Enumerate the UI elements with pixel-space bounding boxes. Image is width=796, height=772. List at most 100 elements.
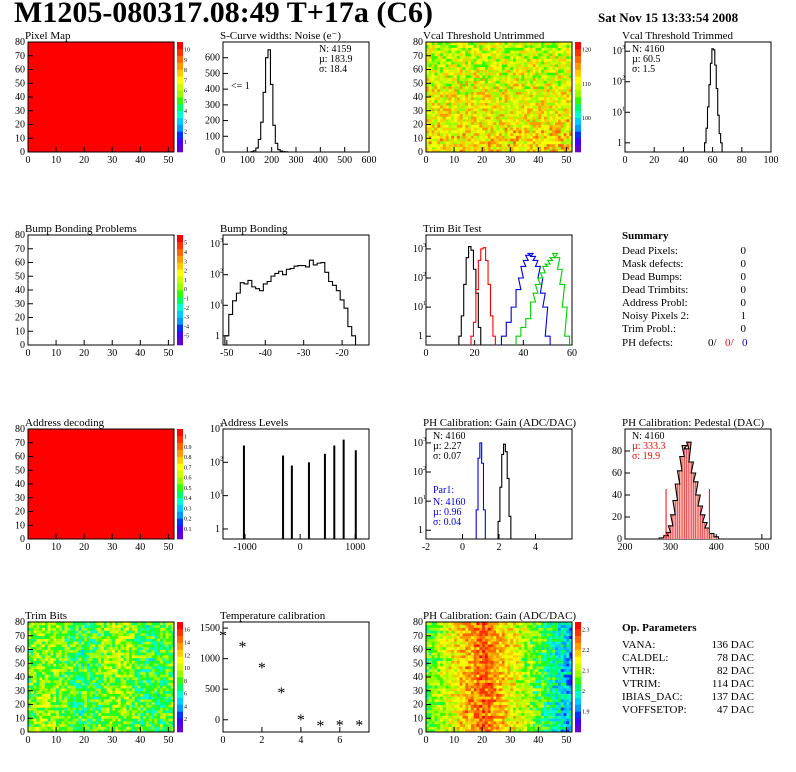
bump-problems-ztick: 2 <box>184 269 187 275</box>
vcal-untrimmed-cell <box>518 72 522 76</box>
trim-bits-cell <box>67 630 71 634</box>
vcal-untrimmed-cell <box>445 127 449 131</box>
vcal-untrimmed-cell <box>462 124 466 128</box>
vcal-untrimmed-cell <box>484 113 489 117</box>
bump-problems-xtick: 30 <box>107 348 117 359</box>
vcal-untrimmed-cell <box>496 83 500 87</box>
trim-bits-cell <box>165 633 169 637</box>
pixel-map-ztick: 1 <box>184 140 187 146</box>
trim-bits-cell <box>58 633 63 637</box>
vcal-untrimmed-cell <box>484 77 489 81</box>
vcal-untrimmed-cell <box>484 130 489 134</box>
trim-bits-cell <box>109 624 113 628</box>
vcal-untrimmed-cell <box>515 113 520 117</box>
trim-bits-cell <box>101 649 105 653</box>
vcal-untrimmed-cell <box>434 53 438 57</box>
vcal-untrimmed-cell <box>569 80 573 84</box>
vcal-untrimmed-cell <box>518 113 522 117</box>
vcal-untrimmed-xtick: 40 <box>533 155 543 166</box>
vcal-untrimmed-cell <box>428 42 433 46</box>
trim-bits-cell <box>143 641 147 645</box>
trim-bits-cell <box>145 660 150 664</box>
vcal-untrimmed-cell <box>456 119 461 123</box>
trim-bits-ztick: 12 <box>184 653 190 659</box>
vcal-untrimmed-cell <box>462 83 466 87</box>
vcal-untrimmed-cell <box>440 121 444 125</box>
trim-bits-cell <box>168 646 172 650</box>
trim-bits-cell <box>131 690 136 694</box>
trim-bits-cell <box>143 622 147 626</box>
vcal-untrimmed-cell <box>543 108 548 112</box>
vcal-trimmed-ytick-exp: 2 <box>622 76 625 82</box>
trim-bits-cell <box>101 690 105 694</box>
vcal-untrimmed-cell <box>493 121 497 125</box>
trim-bits-cell <box>39 655 43 659</box>
ph-gain-xtick: 4 <box>533 542 538 553</box>
trim-bits-cell <box>56 699 60 703</box>
vcal-untrimmed-cell <box>532 138 536 142</box>
trim-bits-cell <box>84 718 88 722</box>
ph-gain-map-cell <box>442 693 447 697</box>
trim-bits-cell <box>171 726 175 730</box>
ph-gain-map-cell <box>440 671 444 675</box>
trim-bits-cell <box>168 696 172 700</box>
trim-bits-cell <box>115 638 119 642</box>
trim-bits-cell <box>56 671 60 675</box>
trim-bits-cell <box>81 660 85 664</box>
vcal-untrimmed-cell <box>462 108 466 112</box>
trim-bits-cell <box>112 627 116 631</box>
trim-bits-cell <box>33 715 37 719</box>
vcal-untrimmed-cell <box>476 44 480 48</box>
vcal-untrimmed-cell <box>499 42 503 46</box>
vcal-untrimmed-cell <box>448 146 452 150</box>
trim-bit-xtick: 0 <box>424 348 429 359</box>
trim-bits-cell <box>72 674 77 678</box>
vcal-untrimmed-cell <box>476 143 480 147</box>
ph-gain-map-cell <box>426 704 430 708</box>
vcal-untrimmed-cell <box>527 53 531 57</box>
vcal-untrimmed-cell <box>484 132 489 136</box>
pixel-map-title: Pixel Map <box>25 30 71 42</box>
trim-bits-cell <box>56 635 60 639</box>
vcal-untrimmed-cell <box>541 50 545 54</box>
trim-bits-colorbar-step <box>177 711 183 719</box>
vcal-untrimmed-cell <box>549 55 553 59</box>
trim-bits-cell <box>47 657 51 661</box>
vcal-untrimmed-cell <box>442 97 447 101</box>
ph-gain-map-cell <box>440 655 444 659</box>
ph-gain-map-cell <box>434 677 438 681</box>
trim-bits-cell <box>123 726 127 730</box>
trim-bits-cell <box>36 712 40 716</box>
trim-bits-cell <box>131 704 136 708</box>
vcal-untrimmed-cell <box>468 113 472 117</box>
vcal-untrimmed-cell <box>560 83 564 87</box>
trim-bits-cell <box>103 655 108 659</box>
trim-bits-cell <box>134 638 138 642</box>
vcal-untrimmed-cell <box>507 72 511 76</box>
vcal-untrimmed-cell <box>437 105 441 109</box>
trim-bits-cell <box>151 646 155 650</box>
vcal-untrimmed-cell <box>451 141 455 145</box>
trim-bits-cell <box>123 718 127 722</box>
ph-gain-map-cell <box>437 627 441 631</box>
vcal-untrimmed-cell <box>451 113 455 117</box>
vcal-untrimmed-cell <box>448 105 452 109</box>
trim-bits-cell <box>64 630 68 634</box>
vcal-untrimmed-cell <box>434 88 438 92</box>
vcal-untrimmed-cell <box>510 55 514 59</box>
vcal-untrimmed-cell <box>510 121 514 125</box>
trim-bits-cell <box>168 638 172 642</box>
vcal-untrimmed-cell <box>459 135 463 139</box>
vcal-untrimmed-cell <box>454 127 458 131</box>
trim-bits-cell <box>33 630 37 634</box>
trim-bits-cell <box>151 641 155 645</box>
trim-bits-cell <box>72 655 77 659</box>
vcal-untrimmed-cell <box>456 91 461 95</box>
ph-gain-map-cell <box>440 630 444 634</box>
vcal-untrimmed-cell <box>552 97 556 101</box>
vcal-untrimmed-cell <box>490 83 494 87</box>
vcal-untrimmed-cell <box>440 53 444 57</box>
vcal-untrimmed-cell <box>490 91 494 95</box>
trim-bits-cell <box>58 710 63 714</box>
